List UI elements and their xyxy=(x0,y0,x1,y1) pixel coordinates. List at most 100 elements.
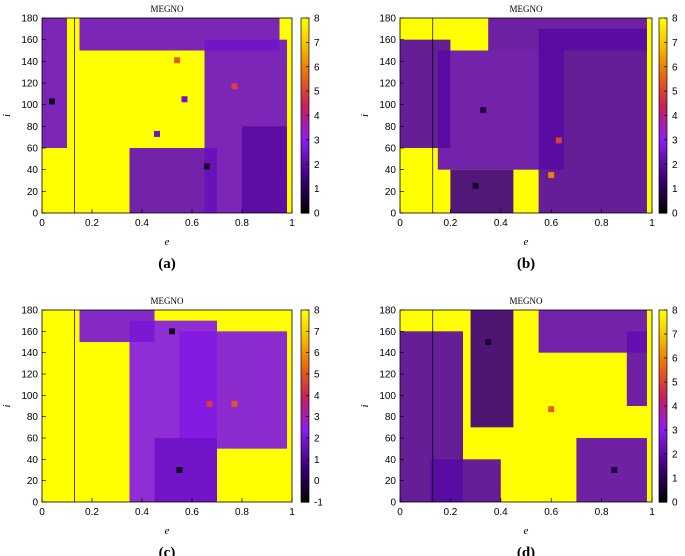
colorbar-step xyxy=(301,383,309,388)
chart-title: MEGNO xyxy=(151,296,184,306)
y-tick-label: 160 xyxy=(21,35,38,46)
y-tick-label: 140 xyxy=(21,348,38,359)
colorbar-step xyxy=(659,122,667,126)
x-tick-label: 0.6 xyxy=(544,218,558,229)
colorbar-step xyxy=(659,47,667,52)
x-tick-label: 1 xyxy=(649,218,655,229)
colorbar-step xyxy=(659,380,667,385)
colorbar-step xyxy=(659,319,667,324)
colorbar-step xyxy=(659,454,667,458)
colorbar-step xyxy=(659,92,667,97)
heatmap-cell xyxy=(555,137,562,144)
colorbar-step xyxy=(301,479,309,484)
plot-frame xyxy=(399,17,653,214)
colorbar-step xyxy=(659,415,667,420)
colorbar-tick-label: 2 xyxy=(672,450,678,461)
colorbar-step xyxy=(659,329,667,333)
colorbar-step xyxy=(301,196,309,201)
heatmap-region xyxy=(179,331,287,449)
y-tick-label: 120 xyxy=(379,370,396,381)
x-axis-label: e xyxy=(524,525,529,537)
y-tick-label: 180 xyxy=(21,306,38,317)
colorbar-step xyxy=(659,342,667,346)
colorbar-step xyxy=(301,21,309,26)
colorbar-step xyxy=(301,31,309,35)
x-tick-label: 0.8 xyxy=(235,218,249,229)
colorbar-tick-label: 8 xyxy=(314,14,320,25)
colorbar: 0 1 2 3 4 5 6 7 8 xyxy=(658,306,678,509)
y-tick-label: 160 xyxy=(21,327,38,338)
heatmap-region xyxy=(42,18,67,148)
colorbar-step xyxy=(301,53,309,58)
heatmap-cell xyxy=(480,107,487,114)
colorbar-step xyxy=(301,447,309,452)
colorbar-tick-label: 7 xyxy=(672,38,678,49)
colorbar-step xyxy=(301,310,309,314)
heatmap-cell xyxy=(204,163,210,170)
colorbar-step xyxy=(301,402,309,407)
colorbar-step xyxy=(301,396,309,401)
colorbar-step xyxy=(301,118,309,123)
panel-caption: (a) xyxy=(158,256,176,272)
colorbar: -1 0 1 2 3 4 5 6 7 8 xyxy=(300,306,323,509)
colorbar-step xyxy=(659,193,667,198)
colorbar-step xyxy=(659,21,667,26)
colorbar-step xyxy=(301,454,309,458)
colorbar-step xyxy=(659,102,667,107)
y-tick-label: 140 xyxy=(379,348,396,359)
colorbar: 0 1 2 3 4 5 6 7 8 xyxy=(658,14,678,220)
colorbar-step xyxy=(659,31,667,35)
colorbar-tick-label: 0 xyxy=(314,209,320,220)
colorbar-step xyxy=(659,482,667,487)
colorbar-step xyxy=(301,209,309,214)
y-tick-label: 80 xyxy=(385,412,397,423)
heatmap-cell xyxy=(548,172,555,179)
colorbar-step xyxy=(301,177,309,182)
colorbar-step xyxy=(659,374,667,378)
colorbar-step xyxy=(659,53,667,58)
heatmap-cell xyxy=(548,406,555,413)
colorbar-step xyxy=(659,463,667,468)
colorbar-step xyxy=(301,112,309,117)
y-tick-label: 120 xyxy=(21,370,38,381)
colorbar-step xyxy=(659,180,667,185)
colorbar-step xyxy=(659,76,667,81)
colorbar-step xyxy=(301,109,309,113)
colorbar-step xyxy=(659,128,667,133)
y-tick-label: 0 xyxy=(390,498,396,509)
colorbar-step xyxy=(301,463,309,468)
panel-caption: (b) xyxy=(517,256,535,272)
panel-caption: (d) xyxy=(517,545,535,556)
y-tick-label: 120 xyxy=(379,79,396,90)
colorbar-tick-label: 4 xyxy=(672,111,678,122)
x-tick-label: 0 xyxy=(39,218,45,229)
colorbar-step xyxy=(659,161,667,165)
colorbar-step xyxy=(301,174,309,178)
colorbar-step xyxy=(301,313,309,317)
colorbar-tick-label: 0 xyxy=(672,209,678,220)
colorbar-step xyxy=(301,377,309,381)
colorbar-step xyxy=(301,495,309,500)
colorbar: 0 1 2 3 4 5 6 7 8 xyxy=(300,14,320,220)
y-tick-label: 140 xyxy=(379,57,396,68)
colorbar-step xyxy=(659,40,667,45)
y-tick-label: 40 xyxy=(385,165,397,176)
colorbar-step xyxy=(659,447,667,452)
x-tick-label: 0.8 xyxy=(235,507,249,518)
colorbar-step xyxy=(301,345,309,349)
y-tick-label: 40 xyxy=(27,455,39,466)
colorbar-step xyxy=(659,200,667,204)
colorbar-step xyxy=(659,177,667,182)
colorbar-step xyxy=(659,174,667,178)
heatmap-region xyxy=(154,438,217,502)
colorbar-step xyxy=(659,83,667,87)
colorbar-step xyxy=(659,399,667,404)
heatmap-cell xyxy=(231,400,238,407)
x-tick-label: 0 xyxy=(39,507,45,518)
colorbar-step xyxy=(301,329,309,333)
colorbar-step xyxy=(301,70,309,74)
colorbar-tick-label: 5 xyxy=(314,370,320,381)
colorbar-step xyxy=(659,37,667,42)
y-tick-label: 100 xyxy=(21,391,38,402)
colorbar-step xyxy=(659,206,667,211)
